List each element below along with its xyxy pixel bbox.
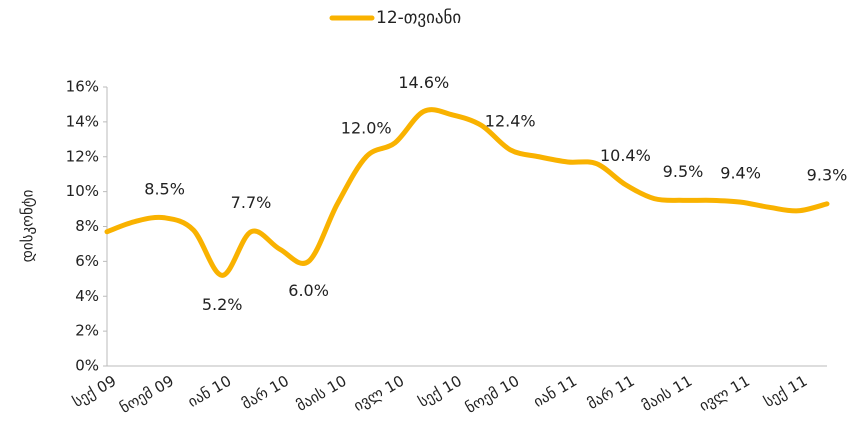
line [104, 107, 830, 278]
data-label: 12.4% [485, 111, 536, 130]
y-axis-title: დისკონტი [19, 189, 37, 262]
x-tick-label: ნოემ 09 [117, 372, 177, 417]
x-tick-label: მაის 11 [639, 372, 696, 415]
data-label: 8.5% [144, 179, 185, 198]
x-tick-label: სექ 11 [761, 372, 811, 411]
data-label: 7.7% [231, 193, 272, 212]
data-label: 6.0% [288, 281, 329, 300]
x-tick-label: სექ 10 [415, 372, 465, 411]
y-tick-label: 2% [75, 322, 99, 340]
data-label: 9.5% [663, 162, 704, 181]
y-tick-label: 14% [66, 112, 99, 130]
data-label: 12.0% [341, 118, 392, 137]
x-tick-label: მარ 10 [239, 372, 292, 413]
y-tick-label: 4% [75, 287, 99, 305]
x-tick-label: ივლ 10 [350, 372, 407, 415]
y-tick-label: 8% [75, 217, 99, 235]
x-tick-label: ივლ 11 [696, 372, 753, 415]
y-tick-label: 12% [66, 147, 99, 165]
y-tick-label: 0% [75, 357, 99, 375]
x-tick-label: სექ 09 [70, 372, 120, 411]
legend-label: 12-თვიანი [376, 8, 461, 28]
y-tick-label: 10% [66, 182, 99, 200]
y-tick-label: 6% [75, 252, 99, 270]
data-label: 14.6% [398, 73, 449, 92]
x-tick-label: მარ 11 [584, 372, 637, 413]
data-label: 9.4% [720, 164, 761, 183]
x-tick-label: ნოემ 10 [462, 372, 522, 417]
data-label: 9.3% [807, 165, 848, 184]
x-tick-label: მაის 10 [293, 372, 350, 415]
x-tick-label: იან 11 [530, 372, 580, 411]
data-label: 5.2% [202, 295, 243, 314]
data-label: 10.4% [600, 146, 651, 165]
y-tick-label: 16% [66, 78, 99, 96]
x-tick-label: იან 10 [185, 372, 235, 411]
